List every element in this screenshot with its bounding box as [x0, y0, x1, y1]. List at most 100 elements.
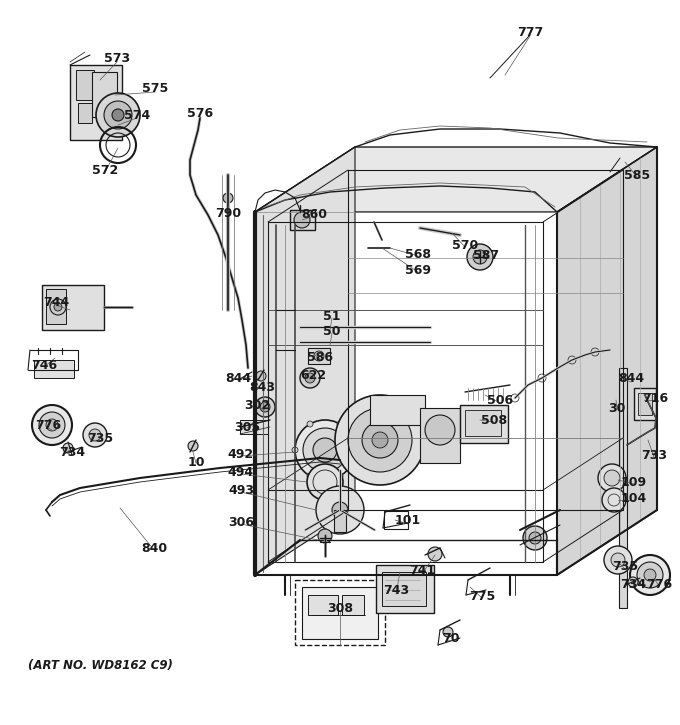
Circle shape: [307, 421, 313, 427]
Circle shape: [54, 303, 62, 311]
Text: 860: 860: [301, 207, 327, 220]
Circle shape: [305, 373, 315, 383]
Text: 733: 733: [641, 449, 667, 462]
Bar: [638, 393, 652, 415]
Text: 70: 70: [442, 631, 460, 645]
Circle shape: [348, 408, 412, 472]
Text: 569: 569: [405, 263, 431, 276]
Bar: [290, 210, 315, 230]
Bar: [34, 360, 74, 378]
Text: 568: 568: [405, 247, 431, 260]
Circle shape: [523, 526, 547, 550]
Text: 776: 776: [646, 578, 672, 590]
Bar: [76, 70, 94, 100]
Circle shape: [644, 569, 656, 581]
Circle shape: [83, 423, 107, 447]
Text: 743: 743: [383, 584, 409, 597]
Bar: [302, 587, 378, 639]
Polygon shape: [557, 147, 657, 575]
Text: 776: 776: [35, 418, 61, 431]
Text: 843: 843: [249, 381, 275, 394]
Circle shape: [337, 421, 343, 427]
Text: 50: 50: [323, 325, 341, 338]
Bar: [92, 72, 117, 117]
Circle shape: [39, 412, 65, 438]
Circle shape: [292, 447, 298, 453]
Circle shape: [335, 395, 425, 485]
Circle shape: [473, 250, 487, 264]
Circle shape: [314, 351, 324, 361]
Text: 587: 587: [473, 249, 499, 262]
Text: 777: 777: [517, 25, 543, 38]
Text: 744: 744: [43, 296, 69, 309]
Text: 716: 716: [642, 392, 668, 405]
Text: 844: 844: [225, 371, 251, 384]
Text: 308: 308: [327, 602, 353, 615]
Text: 622: 622: [300, 368, 326, 381]
Circle shape: [337, 473, 343, 479]
Circle shape: [637, 562, 663, 588]
Text: 574: 574: [124, 109, 150, 122]
Bar: [78, 103, 92, 123]
Text: 734: 734: [59, 445, 85, 458]
Text: 840: 840: [141, 542, 167, 555]
Text: 844: 844: [618, 371, 644, 384]
Circle shape: [630, 555, 670, 595]
Bar: [634, 388, 656, 420]
Circle shape: [295, 420, 355, 480]
Text: 305: 305: [234, 420, 260, 434]
Circle shape: [63, 443, 73, 453]
Circle shape: [89, 429, 101, 441]
Bar: [376, 565, 434, 613]
Text: 101: 101: [395, 515, 421, 528]
Text: 306: 306: [228, 515, 254, 529]
Text: 51: 51: [323, 310, 341, 323]
Text: 493: 493: [228, 484, 254, 497]
Bar: [42, 285, 104, 330]
Circle shape: [223, 193, 233, 203]
Circle shape: [307, 464, 343, 500]
Bar: [334, 510, 346, 532]
Text: 735: 735: [87, 431, 113, 444]
Circle shape: [316, 486, 364, 534]
Circle shape: [256, 371, 266, 381]
Circle shape: [425, 415, 455, 445]
Circle shape: [598, 464, 626, 492]
Circle shape: [112, 109, 124, 121]
Text: 735: 735: [612, 560, 638, 573]
Bar: [460, 405, 508, 443]
Circle shape: [362, 422, 398, 458]
Bar: [308, 595, 338, 615]
Circle shape: [352, 447, 358, 453]
Circle shape: [294, 212, 310, 228]
Bar: [70, 65, 122, 140]
Circle shape: [611, 553, 625, 567]
Circle shape: [604, 470, 620, 486]
Circle shape: [260, 402, 270, 412]
Bar: [370, 395, 425, 425]
Text: 576: 576: [187, 107, 213, 120]
Bar: [240, 420, 268, 434]
Text: 775: 775: [469, 589, 495, 602]
Bar: [295, 580, 385, 645]
Polygon shape: [255, 147, 657, 212]
Text: 572: 572: [92, 164, 118, 176]
Text: 746: 746: [31, 358, 57, 371]
Circle shape: [529, 532, 541, 544]
Circle shape: [443, 627, 453, 637]
Text: 104: 104: [621, 492, 647, 505]
Circle shape: [372, 432, 388, 448]
Text: 109: 109: [621, 476, 647, 489]
Text: 492: 492: [228, 447, 254, 460]
Circle shape: [303, 428, 347, 472]
Circle shape: [602, 488, 626, 512]
Bar: [382, 572, 426, 606]
Bar: [308, 348, 330, 364]
Circle shape: [50, 299, 66, 315]
Text: 30: 30: [609, 402, 626, 415]
Text: 508: 508: [481, 413, 507, 426]
Text: 575: 575: [142, 81, 168, 94]
Text: 790: 790: [215, 207, 241, 220]
Circle shape: [96, 93, 140, 137]
Text: 586: 586: [307, 350, 333, 363]
